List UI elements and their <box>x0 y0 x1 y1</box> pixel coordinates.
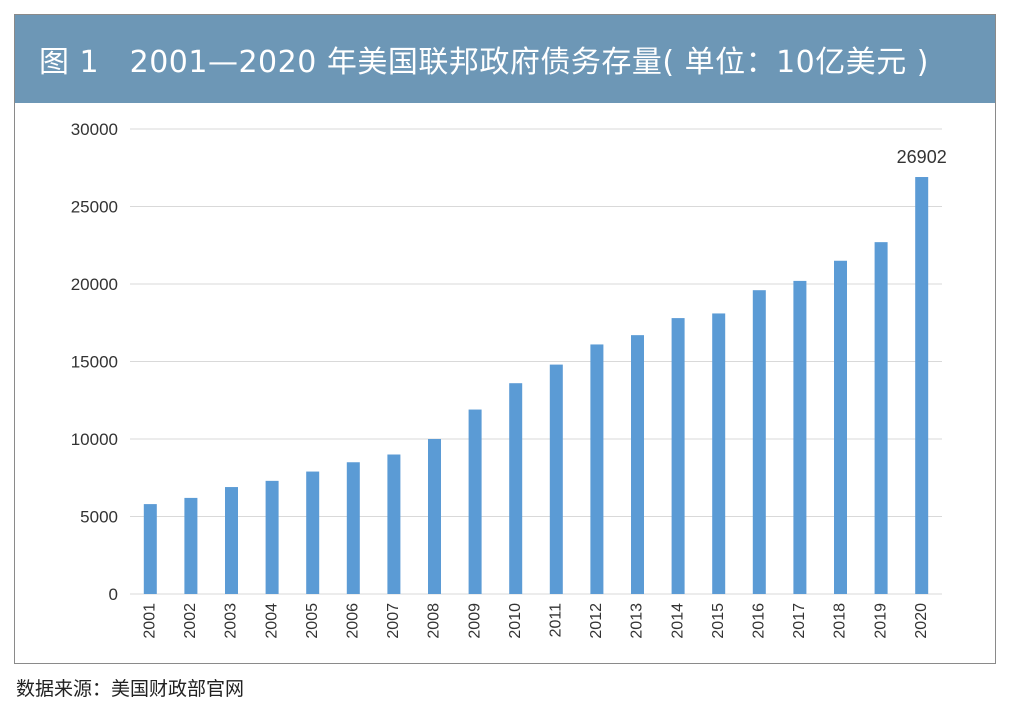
chart-title: 图 1 2001—2020 年美国联邦政府债务存量( 单位：10亿美元 ) <box>39 45 930 80</box>
x-tick-label: 2011 <box>548 603 565 638</box>
x-tick-label: 2018 <box>832 603 849 639</box>
x-tick-label: 2004 <box>263 603 280 639</box>
x-tick-label: 2013 <box>629 603 646 639</box>
y-tick-label: 5000 <box>80 508 118 527</box>
bar <box>874 242 888 594</box>
bar <box>468 409 482 594</box>
x-tick-label: 2014 <box>669 603 686 639</box>
x-axis-ticks: 2001 2002 2003 2004 2005 2006 2007 2008 2009 2010… <box>142 603 930 639</box>
bar <box>509 383 523 594</box>
bar <box>631 335 644 594</box>
bar <box>143 504 157 594</box>
x-tick-label: 2008 <box>426 603 443 639</box>
x-tick-label: 2006 <box>345 603 362 639</box>
x-tick-label: 2005 <box>304 603 321 639</box>
source-note: 数据来源：美国财政部官网 <box>16 678 245 700</box>
y-tick-label: 15000 <box>71 353 118 372</box>
chart-figure: 图 1 2001—2020 年美国联邦政府债务存量( 单位：10亿美元 ) <box>14 14 996 664</box>
bar <box>306 471 320 594</box>
bar <box>712 313 726 594</box>
bar <box>225 487 238 594</box>
x-tick-label: 2007 <box>385 603 402 639</box>
x-tick-label: 2002 <box>182 603 199 639</box>
gridlines <box>130 128 942 595</box>
x-tick-label: 2012 <box>588 603 605 639</box>
bar <box>428 439 441 594</box>
x-tick-label: 2003 <box>223 603 240 639</box>
x-tick-label: 2010 <box>507 603 524 639</box>
title-bar: 图 1 2001—2020 年美国联邦政府债务存量( 单位：10亿美元 ) <box>15 15 995 103</box>
bar <box>671 318 685 594</box>
bar <box>915 177 929 595</box>
x-tick-label: 2009 <box>466 603 483 639</box>
bar <box>346 462 360 594</box>
data-label: 26902 <box>897 147 947 167</box>
y-tick-label: 10000 <box>71 430 118 449</box>
bar <box>387 454 401 594</box>
bar <box>752 290 766 594</box>
bars <box>143 177 929 595</box>
bar <box>793 280 807 594</box>
x-tick-label: 2019 <box>872 603 889 639</box>
y-tick-label: 30000 <box>71 120 118 139</box>
x-tick-label: 2015 <box>710 603 727 639</box>
x-tick-label: 2017 <box>791 603 808 639</box>
y-tick-label: 20000 <box>71 275 118 294</box>
x-tick-label: 2001 <box>142 603 159 639</box>
y-axis-ticks: 0 5000 10000 15000 20000 25000 30000 <box>71 120 118 604</box>
x-tick-label: 2016 <box>751 603 768 639</box>
data-labels: 26902 <box>897 147 947 167</box>
bar <box>834 260 847 594</box>
bar <box>184 497 198 594</box>
bar <box>590 344 604 594</box>
y-tick-label: 0 <box>109 585 118 604</box>
y-tick-label: 25000 <box>71 198 118 217</box>
x-tick-label: 2020 <box>913 603 930 639</box>
bar <box>265 480 279 594</box>
bar <box>549 364 563 594</box>
